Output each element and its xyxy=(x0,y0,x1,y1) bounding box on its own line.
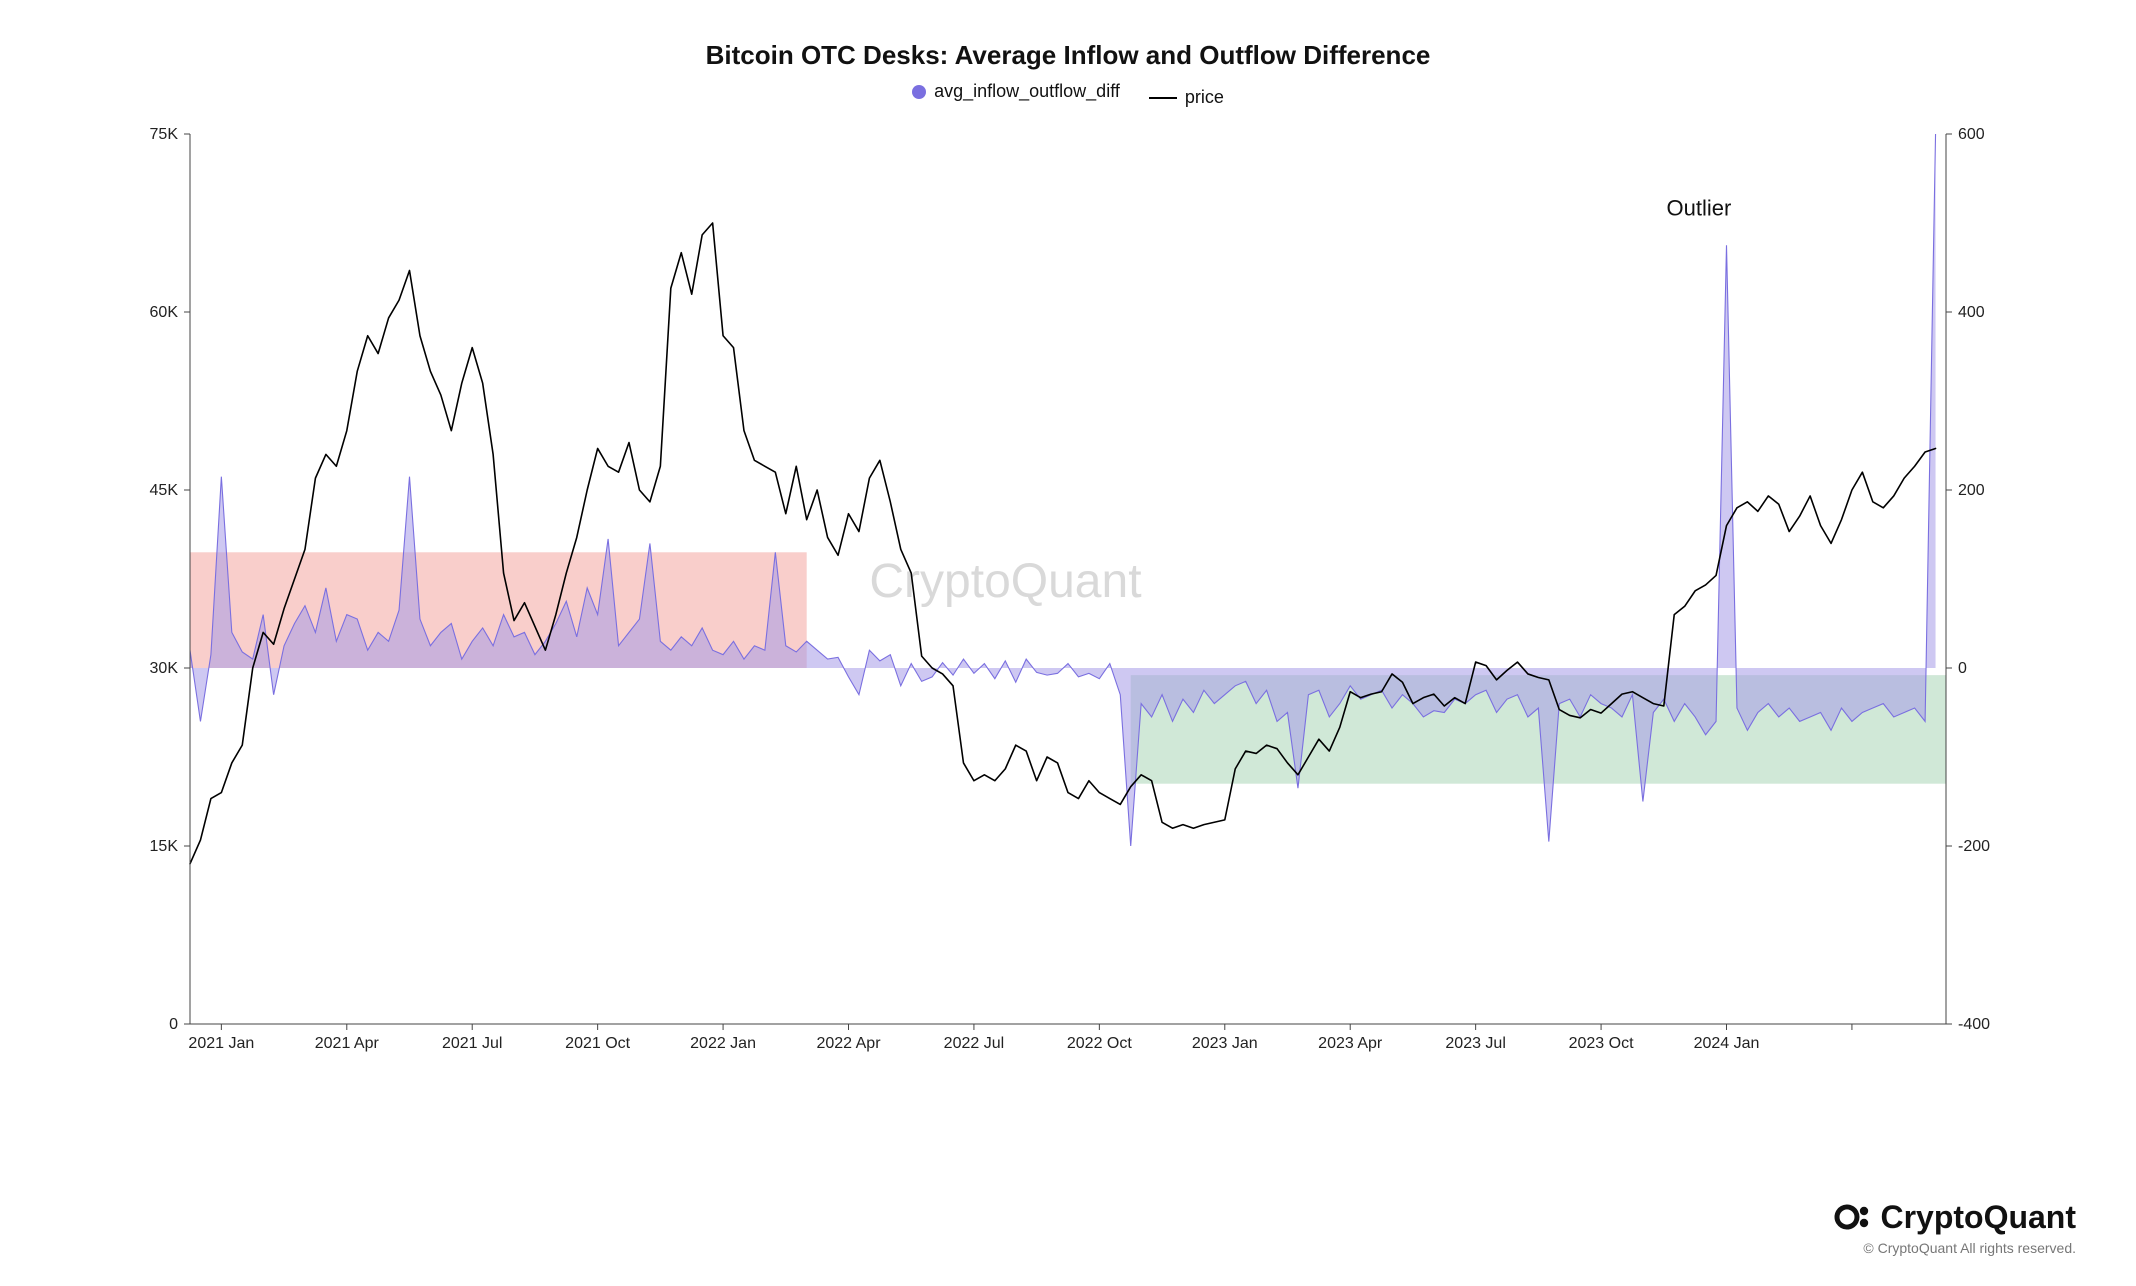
tick-label-bottom: 2021 Jul xyxy=(442,1035,503,1052)
chart-title: Bitcoin OTC Desks: Average Inflow and Ou… xyxy=(60,40,2076,71)
chart-legend: avg_inflow_outflow_diff price xyxy=(60,81,2076,108)
tick-label-left: 75K xyxy=(150,126,179,143)
tick-label-right: 600 xyxy=(1958,126,1985,143)
tick-label-right: 0 xyxy=(1958,660,1967,677)
tick-label-bottom: 2021 Apr xyxy=(315,1035,380,1052)
tick-label-bottom: 2021 Oct xyxy=(565,1035,630,1052)
chart-svg: CryptoQuant 0 15K 30K 45K 60K 75K -400 -200 0 200 4… xyxy=(118,124,2018,1064)
tick-label-right: -400 xyxy=(1958,1016,1990,1033)
tick-label-right: 400 xyxy=(1958,304,1985,321)
tick-label-bottom: 2023 Jul xyxy=(1445,1035,1506,1052)
chart-area: CryptoQuant 0 15K 30K 45K 60K 75K -400 -200 0 200 4… xyxy=(118,124,2018,1064)
tick-label-bottom: 2024 Jan xyxy=(1694,1035,1760,1052)
tick-label-bottom: 2022 Jul xyxy=(944,1035,1005,1052)
legend-item-flow: avg_inflow_outflow_diff xyxy=(912,81,1120,102)
tick-label-left: 60K xyxy=(150,304,179,321)
tick-label-bottom: 2023 Oct xyxy=(1569,1035,1634,1052)
attribution-block: CryptoQuant © CryptoQuant All rights res… xyxy=(1834,1199,2076,1257)
tick-label-bottom: 2022 Jan xyxy=(690,1035,756,1052)
tick-label-bottom: 2023 Jan xyxy=(1192,1035,1258,1052)
tick-label-bottom: 2022 Oct xyxy=(1067,1035,1132,1052)
tick-label-bottom: 2023 Apr xyxy=(1318,1035,1383,1052)
tick-label-left: 0 xyxy=(169,1016,178,1033)
copyright-text: © CryptoQuant All rights reserved. xyxy=(1834,1240,2076,1256)
tick-label-bottom: 2022 Apr xyxy=(816,1035,881,1052)
outlier-label: Outlier xyxy=(1667,196,1732,221)
legend-label-price: price xyxy=(1185,87,1224,108)
tick-label-right: -200 xyxy=(1958,838,1990,855)
legend-marker-flow xyxy=(912,85,926,99)
tick-label-right: 200 xyxy=(1958,482,1985,499)
watermark-text: CryptoQuant xyxy=(869,555,1141,608)
brand-logo-icon xyxy=(1834,1203,1870,1231)
brand: CryptoQuant xyxy=(1834,1199,2076,1236)
tick-label-left: 30K xyxy=(150,660,179,677)
legend-label-flow: avg_inflow_outflow_diff xyxy=(934,81,1120,102)
tick-label-left: 45K xyxy=(150,482,179,499)
legend-marker-price xyxy=(1149,97,1177,99)
tick-label-left: 15K xyxy=(150,838,179,855)
legend-item-price: price xyxy=(1149,87,1224,108)
tick-label-bottom: 2021 Jan xyxy=(188,1035,254,1052)
brand-name: CryptoQuant xyxy=(1880,1199,2076,1236)
